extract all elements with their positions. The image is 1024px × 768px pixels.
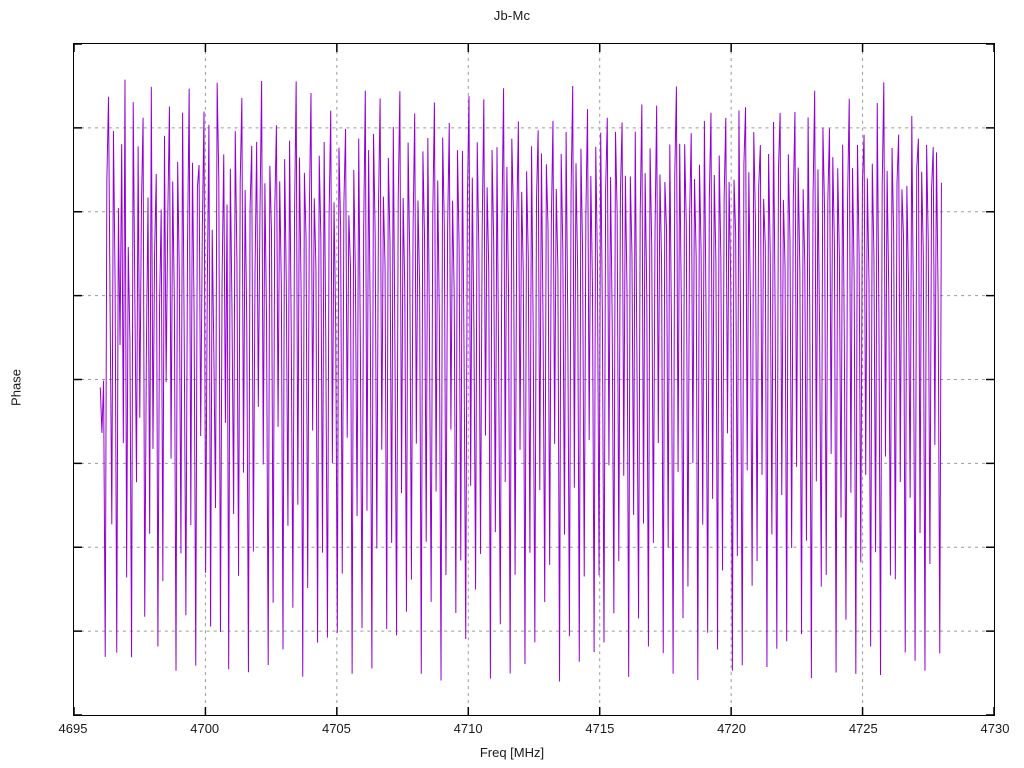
data-series-layer (99, 79, 942, 682)
y-axis-title: Phase (8, 369, 24, 406)
chart-title: Jb-Mc (493, 8, 531, 23)
x-tick-label: 4720 (717, 721, 747, 736)
x-tick-label: 4730 (980, 721, 1010, 736)
x-axis-title: Freq [MHz] (479, 745, 545, 760)
x-tick-label: 4715 (585, 721, 615, 736)
x-tick-label: 4695 (58, 721, 88, 736)
plot-area (73, 43, 995, 716)
x-tick-label: 4710 (453, 721, 483, 736)
x-tick-label: 4725 (848, 721, 878, 736)
x-tick-label: 4700 (190, 721, 220, 736)
x-tick-label: 4705 (321, 721, 351, 736)
tick-marks-layer (74, 44, 994, 715)
